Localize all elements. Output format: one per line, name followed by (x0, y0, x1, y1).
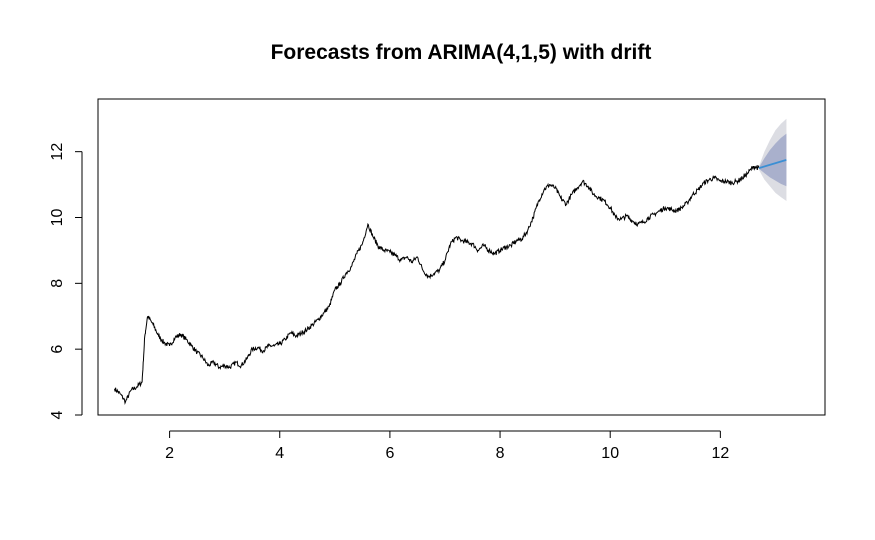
x-tick-label: 6 (385, 445, 394, 462)
series-forecast-mean (758, 159, 787, 169)
y-tick-label: 12 (49, 143, 66, 161)
y-tick-label: 8 (49, 279, 66, 288)
x-tick-label: 12 (711, 445, 729, 462)
series-observed (114, 164, 760, 406)
y-axis: 4 6 8 10 12 (49, 143, 83, 419)
interval-80 (758, 133, 787, 187)
y-tick-label: 10 (49, 209, 66, 227)
x-axis: 2 4 6 8 10 12 (165, 430, 729, 462)
x-tick-label: 4 (275, 445, 284, 462)
x-tick-label: 10 (601, 445, 619, 462)
x-tick-label: 2 (165, 445, 174, 462)
plot-frame (97, 98, 826, 416)
chart-title: Forecasts from ARIMA(4,1,5) with drift (271, 41, 652, 64)
y-tick-label: 6 (49, 345, 66, 354)
y-tick-label: 4 (49, 410, 66, 419)
series-lines (114, 159, 787, 406)
forecast-intervals (758, 118, 787, 202)
x-tick-label: 8 (496, 445, 505, 462)
